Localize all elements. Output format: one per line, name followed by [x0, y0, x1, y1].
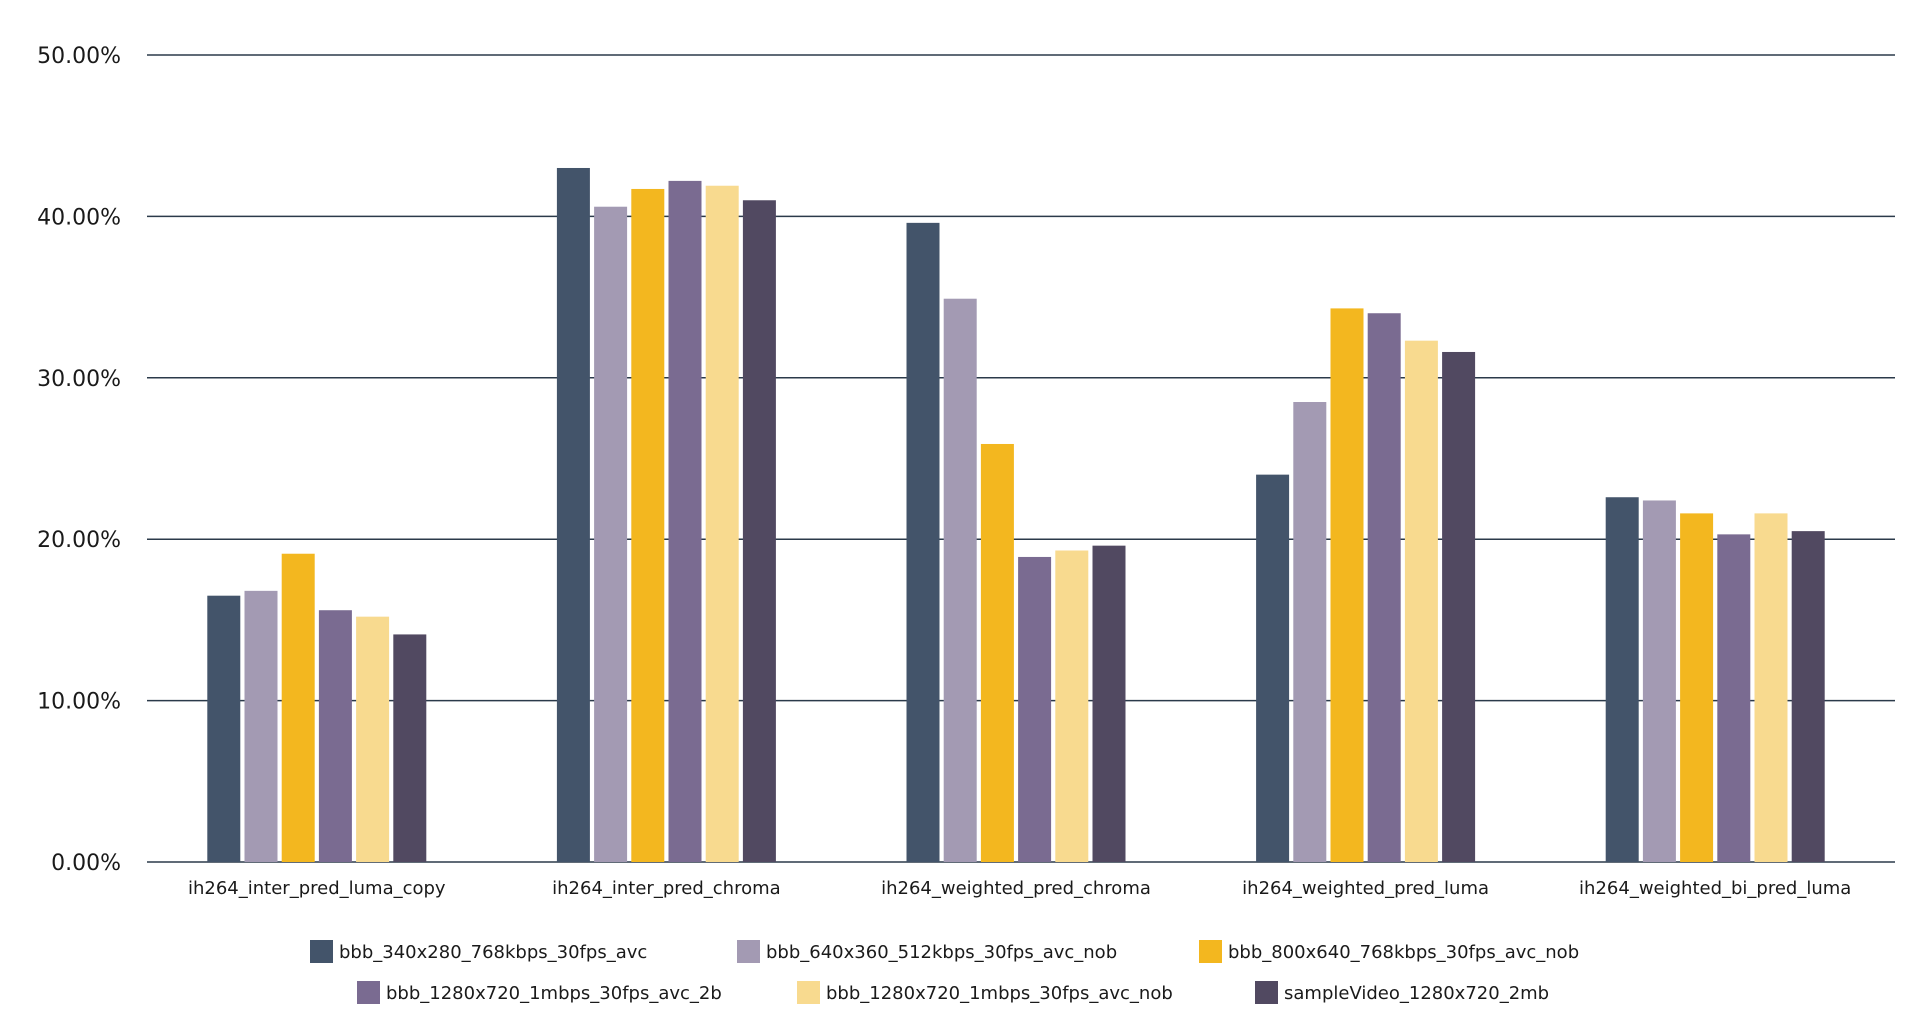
bar — [318, 610, 352, 862]
bar — [1330, 308, 1364, 862]
bar — [393, 634, 427, 862]
bar — [1791, 531, 1825, 862]
bar — [1680, 513, 1714, 862]
bar — [556, 167, 590, 863]
bar — [742, 200, 776, 862]
legend-label: bbb_800x640_768kbps_30fps_avc_nob — [1228, 942, 1579, 963]
y-tick-label: 50.00% — [37, 44, 121, 69]
bar — [1018, 556, 1052, 862]
y-tick-label: 30.00% — [37, 367, 121, 392]
x-tick-label: ih264_weighted_pred_chroma — [881, 878, 1151, 899]
legend-swatch — [1199, 940, 1222, 963]
bar — [631, 188, 665, 862]
legend-swatch — [310, 940, 333, 963]
x-tick-label: ih264_inter_pred_luma_copy — [188, 878, 446, 899]
legend-label: bbb_640x360_512kbps_30fps_avc_nob — [766, 942, 1117, 963]
y-axis-ticks: 0.00% 10.00% 20.00% 30.00% 40.00% 50.00% — [37, 44, 121, 876]
legend-label: bbb_1280x720_1mbps_30fps_avc_nob — [826, 983, 1173, 1004]
bar — [1256, 474, 1290, 862]
bar — [281, 553, 315, 862]
y-tick-label: 10.00% — [37, 690, 121, 715]
legend: bbb_340x280_768kbps_30fps_avc bbb_640x360… — [310, 940, 1579, 1004]
bar — [1717, 534, 1751, 862]
bar — [594, 206, 628, 862]
bar — [1293, 402, 1327, 862]
y-tick-label: 20.00% — [37, 528, 121, 553]
legend-swatch — [1255, 981, 1278, 1004]
x-tick-label: ih264_weighted_bi_pred_luma — [1579, 878, 1851, 899]
bar — [1367, 313, 1401, 862]
legend-swatch — [797, 981, 820, 1004]
gridlines — [147, 54, 1895, 863]
bar — [1055, 550, 1089, 862]
x-tick-label: ih264_weighted_pred_luma — [1242, 878, 1489, 899]
y-tick-label: 0.00% — [51, 851, 121, 876]
bar — [356, 616, 390, 862]
bar — [1092, 545, 1126, 862]
x-tick-label: ih264_inter_pred_chroma — [552, 878, 781, 899]
bar — [705, 185, 739, 862]
bar — [1642, 500, 1676, 862]
bar — [244, 590, 278, 862]
y-tick-label: 40.00% — [37, 205, 121, 230]
bars — [207, 167, 1825, 863]
legend-label: bbb_340x280_768kbps_30fps_avc — [339, 942, 647, 963]
legend-swatch — [737, 940, 760, 963]
bar — [668, 180, 702, 863]
bar — [906, 222, 940, 862]
legend-label: bbb_1280x720_1mbps_30fps_avc_2b — [386, 983, 722, 1004]
bar — [1404, 340, 1438, 863]
legend-swatch — [357, 981, 380, 1004]
bar — [1442, 351, 1476, 862]
legend-label: sampleVideo_1280x720_2mb — [1284, 983, 1549, 1004]
x-axis-labels: ih264_inter_pred_luma_copy ih264_inter_pr… — [188, 878, 1851, 899]
bar — [980, 443, 1014, 862]
bar — [1605, 497, 1639, 862]
bar — [943, 298, 977, 862]
bar — [207, 595, 241, 862]
bar — [1754, 513, 1788, 862]
